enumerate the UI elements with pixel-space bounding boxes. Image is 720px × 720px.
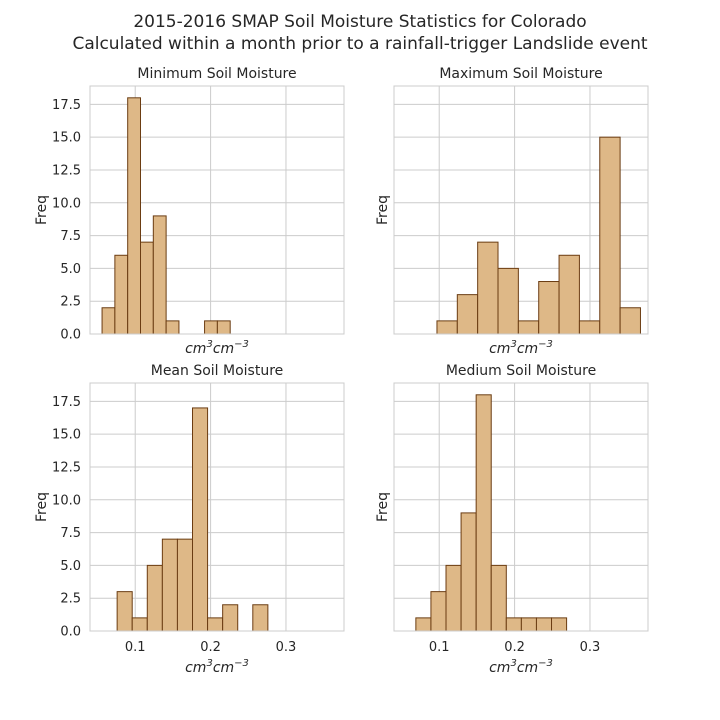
y-axis-label: Freq	[34, 195, 50, 225]
y-tick-label: 17.5	[52, 98, 81, 113]
y-tick-label: 0.0	[60, 328, 81, 343]
y-tick-label: 2.5	[60, 592, 81, 607]
histogram-bar	[445, 564, 462, 632]
histogram-bar	[415, 617, 432, 632]
y-tick-label: 5.0	[60, 262, 81, 277]
histogram-bar	[204, 320, 218, 335]
subplot-grid: Minimum Soil Moisture 0.0 2.5 5.0 7.5 10.0 12.…	[34, 66, 649, 676]
y-tick-label: 10.0	[52, 493, 81, 508]
histogram-bar	[127, 97, 141, 335]
histogram-bar	[497, 267, 519, 335]
histogram-bar	[139, 241, 154, 335]
subplot-3: Mean Soil Moisture 0.0 2.5 5.0 7.5 10.0 12.5 15…	[34, 363, 345, 676]
y-tick-label: 0.0	[60, 625, 81, 640]
x-tick-label: 0.3	[580, 640, 601, 655]
y-tick-label: 2.5	[60, 295, 81, 310]
x-tick-label: 0.1	[429, 640, 450, 655]
subplot-title: Minimum Soil Moisture	[137, 66, 296, 82]
axes-frame	[89, 85, 345, 335]
histogram-bar	[430, 591, 447, 632]
y-tick-label: 10.0	[52, 196, 81, 211]
histogram-bar	[101, 307, 116, 335]
histogram-bar	[146, 564, 163, 632]
histogram-bar	[207, 617, 224, 632]
histogram-bar	[558, 254, 580, 335]
subplot-2: Maximum Soil Moisture Freq cm3cm−3	[375, 66, 649, 357]
subplot-1: Minimum Soil Moisture 0.0 2.5 5.0 7.5 10.0 12.…	[34, 66, 345, 357]
axes-frame	[393, 85, 649, 335]
x-axis-label: cm3cm−3	[185, 658, 249, 676]
x-tick-label: 0.3	[276, 640, 297, 655]
axes-frame	[393, 382, 649, 632]
x-axis-label: cm3cm−3	[185, 339, 249, 357]
histogram-bar	[538, 281, 560, 335]
histogram-bar	[460, 512, 477, 632]
x-tick-label: 0.2	[200, 640, 221, 655]
y-tick-label: 17.5	[52, 395, 81, 410]
x-tick-label: 0.1	[125, 640, 146, 655]
axes-frame	[89, 382, 345, 632]
histogram-bar	[599, 136, 621, 335]
histogram-bar	[176, 538, 194, 632]
y-tick-label: 5.0	[60, 559, 81, 574]
histogram-bar	[192, 407, 209, 632]
histogram-bar	[131, 617, 148, 632]
histogram-bar	[252, 604, 269, 632]
histogram-bar	[114, 254, 129, 335]
histogram-bar	[551, 617, 568, 632]
histogram-bar	[216, 320, 231, 335]
histogram-bar	[152, 215, 167, 335]
histogram-bar	[520, 617, 537, 632]
histogram-bar	[619, 307, 641, 335]
figure-title-line-1: 2015-2016 SMAP Soil Moisture Statistics …	[133, 12, 586, 32]
figure-title-line-2: Calculated within a month prior to a rai…	[72, 34, 647, 54]
histogram-bar	[165, 320, 180, 335]
y-axis-label: Freq	[375, 195, 391, 225]
histogram-bar	[436, 320, 458, 335]
x-tick-label: 0.2	[504, 640, 525, 655]
histogram-bar	[517, 320, 540, 335]
y-tick-label: 12.5	[52, 163, 81, 178]
y-tick-label: 15.0	[52, 131, 81, 146]
subplot-title: Maximum Soil Moisture	[439, 66, 602, 82]
histogram-bar	[456, 294, 479, 335]
y-axis-label: Freq	[34, 492, 50, 522]
histogram-bar	[116, 591, 133, 632]
y-axis-label: Freq	[375, 492, 391, 522]
y-tick-label: 15.0	[52, 428, 81, 443]
histogram-bar	[505, 617, 522, 632]
x-axis-label: cm3cm−3	[489, 658, 553, 676]
histogram-bar	[161, 538, 178, 632]
subplot-4: Medium Soil Moisture 0.1 0.2 0.3 Freq cm3cm−3	[375, 363, 649, 676]
subplot-title: Medium Soil Moisture	[446, 363, 596, 379]
histogram-bar	[477, 241, 499, 335]
y-tick-label: 7.5	[60, 526, 81, 541]
subplot-title: Mean Soil Moisture	[151, 363, 284, 379]
histogram-bar	[578, 320, 601, 335]
y-tick-label: 12.5	[52, 460, 81, 475]
histogram-bar	[222, 604, 239, 632]
x-axis-label: cm3cm−3	[489, 339, 553, 357]
histogram-bar	[535, 617, 553, 632]
histogram-bar	[475, 394, 492, 632]
y-tick-label: 7.5	[60, 229, 81, 244]
histogram-bar	[490, 564, 507, 632]
